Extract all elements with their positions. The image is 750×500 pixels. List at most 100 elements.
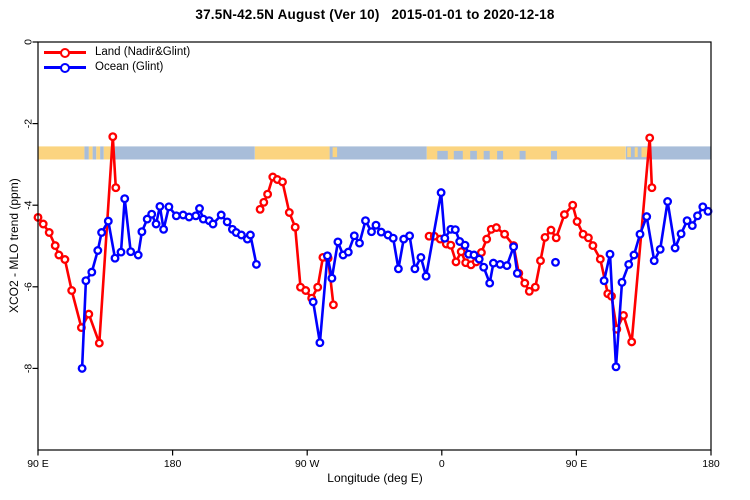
band-land-segment	[103, 146, 115, 160]
data-point	[500, 229, 510, 239]
data-point	[301, 286, 311, 295]
data-point	[524, 286, 534, 296]
x-tick-label: 90 E	[27, 458, 49, 470]
data-point	[251, 259, 261, 269]
band-inland-sea	[483, 150, 490, 160]
data-point	[367, 227, 376, 237]
data-point	[655, 244, 665, 254]
data-point	[155, 201, 165, 211]
data-point	[245, 230, 255, 240]
data-point	[670, 243, 680, 253]
data-point	[647, 183, 657, 193]
x-axis-label: Longitude (deg E)	[327, 471, 423, 485]
band-ocean-segment	[329, 146, 427, 160]
data-point	[629, 250, 639, 260]
legend-label-land: Land (Nadir&Glint)	[95, 46, 191, 58]
data-point	[93, 246, 103, 255]
band-land-segment	[96, 146, 100, 160]
data-point	[451, 257, 461, 267]
ocean-line-marker-icon	[44, 62, 86, 73]
data-point	[440, 233, 450, 243]
data-point	[474, 254, 484, 264]
data-point	[446, 240, 456, 250]
data-point	[147, 209, 157, 219]
data-point	[137, 227, 147, 237]
x-tick-label: 90 W	[295, 458, 320, 470]
y-axis-label: XCO2 - MLO trend (ppm)	[7, 178, 21, 313]
data-point	[703, 206, 713, 216]
data-point	[284, 208, 294, 217]
data-point	[491, 223, 501, 233]
x-tick-label: 180	[702, 458, 720, 470]
data-point	[371, 220, 381, 230]
data-point	[108, 132, 118, 142]
data-point	[290, 222, 300, 232]
data-point	[195, 204, 204, 213]
y-tick-label: -8	[23, 364, 35, 373]
data-point	[126, 247, 136, 257]
data-point	[208, 219, 218, 229]
data-point	[94, 338, 104, 348]
data-point	[84, 309, 94, 319]
data-point	[624, 259, 634, 269]
data-point	[536, 256, 545, 266]
data-point	[450, 225, 460, 235]
data-point	[184, 212, 194, 222]
data-point	[67, 286, 77, 295]
data-point	[327, 273, 337, 283]
data-point	[645, 133, 655, 143]
data-point	[343, 247, 353, 257]
data-point	[568, 200, 578, 210]
data-point	[171, 211, 181, 221]
band-ocean-segment	[625, 146, 711, 160]
data-point	[676, 229, 686, 239]
data-point	[164, 202, 174, 212]
data-point	[259, 197, 269, 207]
data-point	[313, 282, 323, 292]
data-point	[551, 233, 561, 243]
data-point	[97, 228, 107, 237]
series-ocean	[77, 188, 713, 373]
land-ocean-map-band	[38, 146, 711, 160]
data-point	[520, 278, 530, 288]
band-island	[627, 147, 631, 158]
band-island	[634, 147, 638, 158]
band-island	[332, 147, 338, 158]
data-point	[120, 194, 130, 204]
legend-label-ocean: Ocean (Glint)	[95, 61, 164, 73]
data-point	[572, 217, 582, 226]
series-land	[33, 132, 657, 348]
band-inland-sea	[519, 150, 526, 160]
data-point	[116, 247, 126, 257]
data-point	[278, 177, 287, 187]
data-point	[495, 259, 505, 269]
data-point	[611, 362, 621, 372]
data-point	[512, 268, 522, 278]
data-point	[60, 255, 70, 264]
band-island	[641, 147, 650, 158]
data-point	[308, 297, 318, 307]
data-point	[77, 363, 87, 373]
y-tick-label: -6	[23, 282, 35, 291]
chart-title: 37.5N-42.5N August (Ver 10) 2015-01-01 t…	[195, 7, 555, 22]
data-point	[698, 202, 708, 212]
data-point	[111, 183, 121, 193]
data-point	[546, 225, 556, 235]
x-tick-label: 0	[439, 458, 445, 470]
band-ocean-segment	[92, 146, 97, 160]
data-point	[38, 219, 48, 229]
data-point	[595, 254, 605, 264]
data-point	[485, 278, 495, 288]
data-point	[328, 300, 338, 310]
band-land-segment	[254, 146, 330, 160]
data-point	[376, 227, 386, 237]
data-point	[635, 229, 645, 239]
data-point	[110, 253, 120, 263]
data-point	[682, 216, 692, 226]
data-point	[87, 267, 97, 277]
data-point	[530, 282, 540, 292]
data-point	[255, 204, 265, 214]
data-point	[44, 228, 54, 237]
